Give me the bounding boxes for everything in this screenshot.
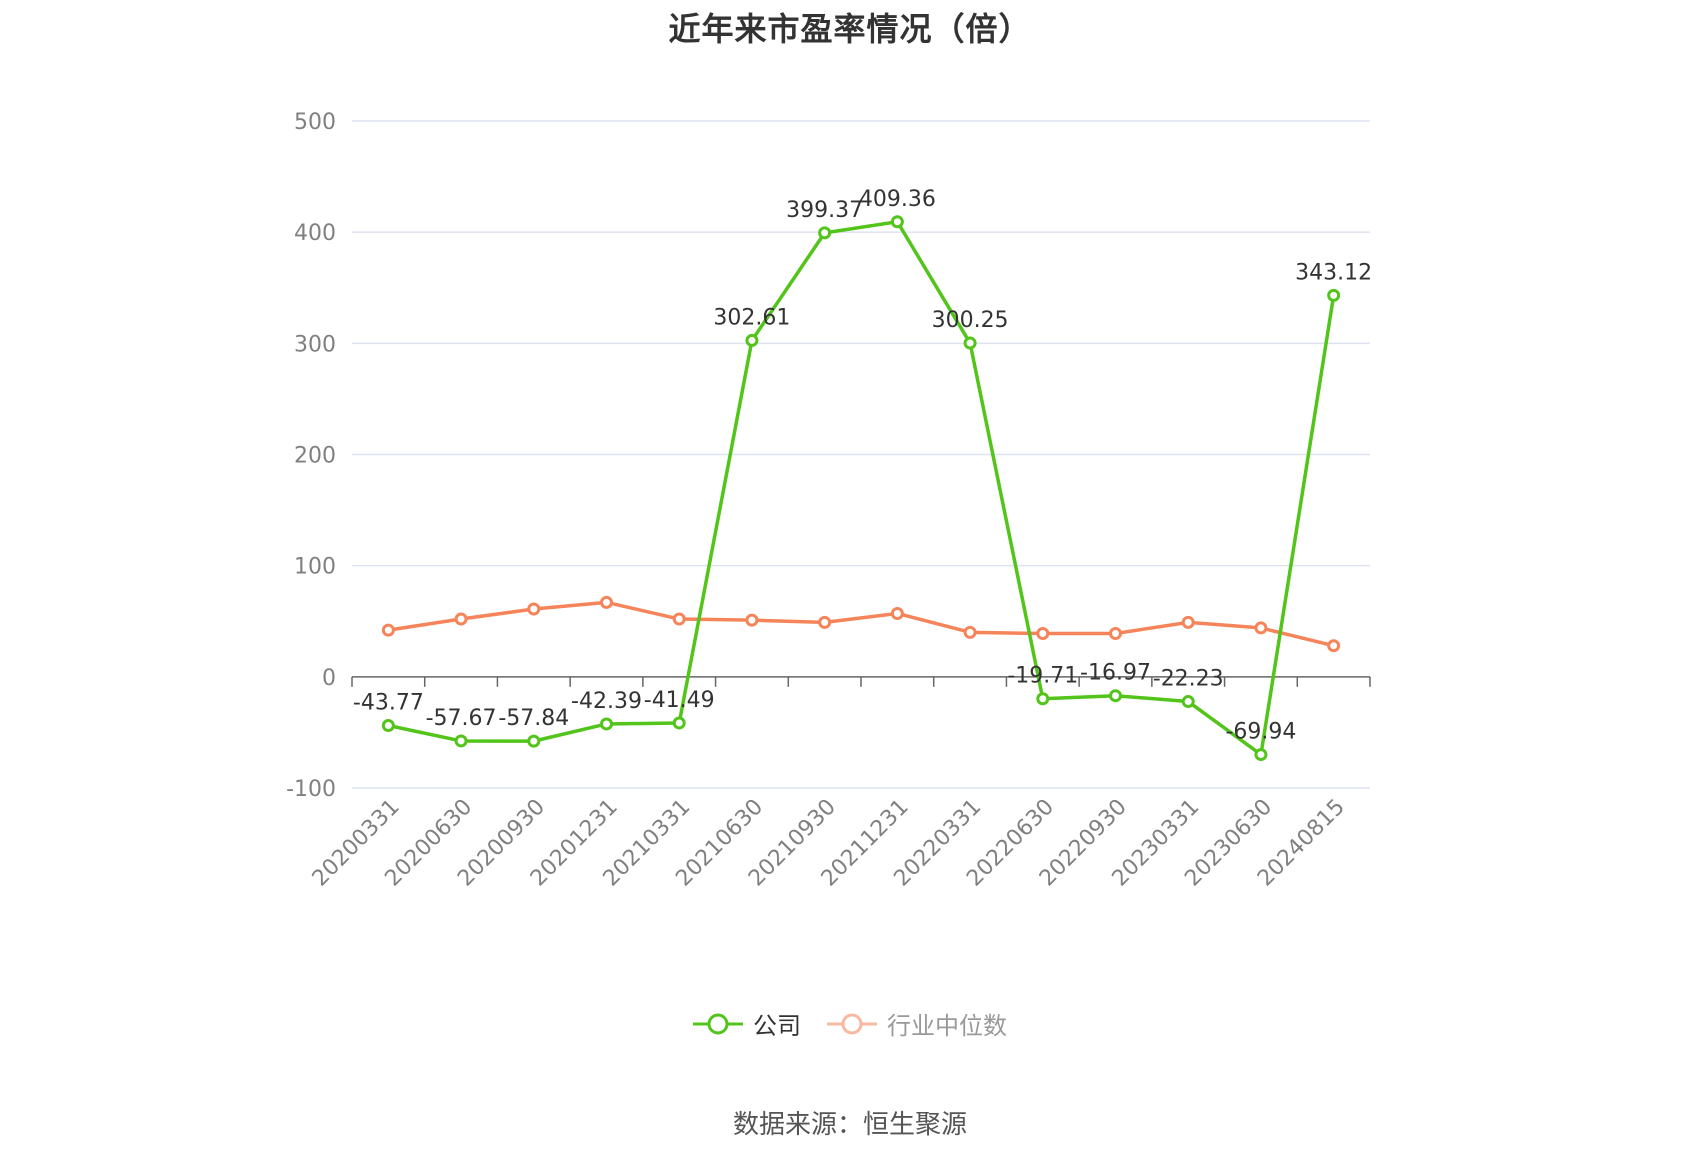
legend-label-industry: 行业中位数: [887, 1012, 1007, 1040]
data-labels: -43.77-57.67 -57.84-42.39 -41.49 302.61 399.…: [353, 187, 1372, 745]
company-data-label: -41.49: [644, 688, 715, 713]
y-tick-label: 100: [294, 555, 336, 580]
legend-item-company[interactable]: 公司: [693, 1006, 801, 1041]
y-tick-label: 400: [294, 221, 336, 246]
company-point[interactable]: [1109, 689, 1122, 703]
company-data-label: -69.94: [1225, 720, 1296, 745]
company-point[interactable]: [963, 336, 977, 350]
company-data-label: 399.37: [786, 198, 863, 223]
industry-point[interactable]: [672, 612, 686, 626]
y-tick-label: -100: [286, 777, 336, 802]
company-point[interactable]: [818, 226, 832, 240]
industry-point[interactable]: [527, 602, 541, 616]
company-point[interactable]: [890, 215, 904, 229]
company-data-label: -16.97: [1080, 661, 1151, 686]
industry-point[interactable]: [1036, 626, 1050, 640]
company-data-label: -22.23: [1153, 667, 1224, 692]
legend-item-industry[interactable]: 行业中位数: [827, 1006, 1007, 1041]
company-data-label: 302.61: [713, 305, 790, 330]
industry-point[interactable]: [1181, 615, 1195, 629]
y-axis-labels: -100 0 100 200 300 400 500: [286, 110, 336, 802]
company-point[interactable]: [745, 333, 759, 347]
company-point[interactable]: [1181, 695, 1195, 709]
industry-point[interactable]: [963, 625, 977, 639]
company-data-label: 343.12: [1295, 260, 1372, 285]
company-point[interactable]: [1036, 692, 1050, 706]
legend: 公司 行业中位数: [0, 1006, 1700, 1041]
industry-point[interactable]: [745, 613, 759, 627]
legend-label-company: 公司: [753, 1012, 801, 1040]
y-tick-label: 0: [322, 666, 336, 691]
industry-point[interactable]: [454, 612, 468, 626]
company-data-label: 300.25: [932, 308, 1009, 333]
industry-point[interactable]: [818, 615, 832, 629]
legend-company-line-icon: [693, 1013, 743, 1034]
company-point[interactable]: [600, 717, 613, 731]
industry-series: [381, 595, 1341, 653]
company-line: [387, 220, 1336, 757]
company-data-label: -57.67: [426, 706, 497, 731]
company-point[interactable]: [1327, 288, 1341, 302]
legend-industry-line-icon: [827, 1013, 877, 1034]
company-point[interactable]: [454, 734, 468, 748]
company-data-label: -42.39: [571, 689, 642, 714]
industry-point[interactable]: [381, 623, 395, 637]
chart-title: 近年来市盈率情况（倍）: [668, 10, 1032, 48]
grid-lines: [352, 120, 1370, 789]
y-tick-label: 300: [294, 332, 336, 357]
industry-point[interactable]: [1254, 621, 1268, 635]
source-note: 数据来源：恒生聚源: [732, 1110, 967, 1140]
y-tick-label: 500: [294, 110, 336, 135]
company-point[interactable]: [527, 734, 541, 748]
industry-point[interactable]: [1327, 639, 1341, 653]
company-point[interactable]: [1254, 748, 1268, 762]
company-data-label: -57.84: [498, 706, 569, 731]
industry-point[interactable]: [890, 606, 904, 620]
company-point[interactable]: [381, 718, 395, 732]
company-point[interactable]: [672, 716, 686, 730]
industry-line: [388, 600, 1335, 648]
company-series: [381, 215, 1341, 762]
company-data-label: 409.36: [859, 187, 936, 212]
industry-point[interactable]: [600, 595, 613, 609]
company-data-label: -19.71: [1007, 664, 1078, 689]
industry-point[interactable]: [1109, 626, 1122, 640]
y-tick-label: 200: [294, 444, 336, 469]
company-data-label: -43.77: [353, 690, 424, 715]
